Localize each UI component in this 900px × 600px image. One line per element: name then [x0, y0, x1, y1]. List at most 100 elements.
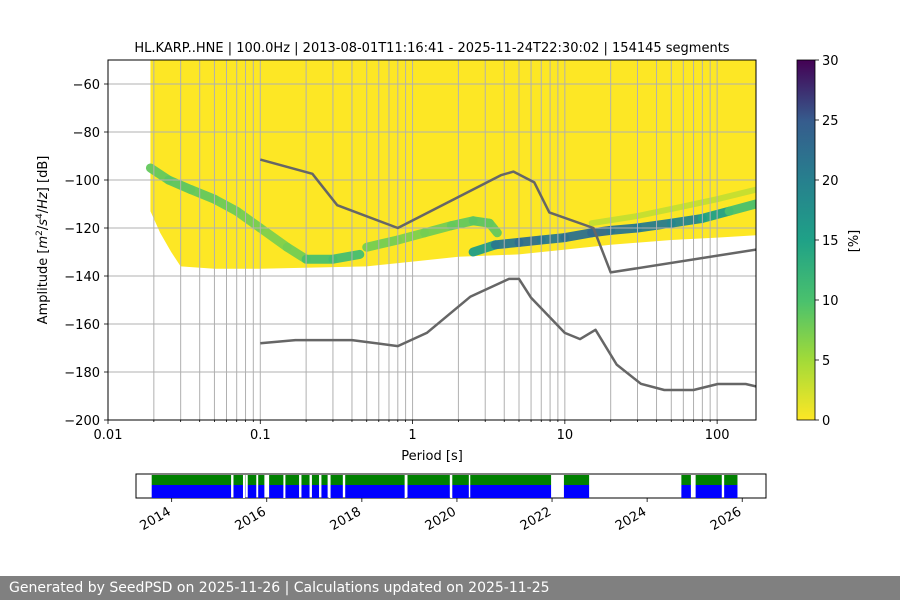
availability-bar-top: [247, 475, 257, 485]
data-availability-timeline: [151, 475, 738, 498]
colorbar-tick-label: 30: [822, 54, 839, 69]
availability-bar-top: [258, 475, 265, 485]
timeline-ticks: 2014 2016 2018 2020 2022 2024 2026: [138, 498, 744, 534]
noise-model-curves: [259, 158, 756, 392]
availability-bar-bottom: [695, 485, 722, 498]
y-tick-label: −80: [73, 126, 100, 141]
footer-text: Generated by SeedPSD on 2025-11-26 | Cal…: [9, 580, 550, 596]
availability-bar-bottom: [407, 485, 450, 498]
x-axis-ticks: 0.01 0.1 1 10 100: [94, 420, 730, 443]
availability-bar-top: [695, 475, 722, 485]
colorbar-tick-label: 20: [822, 174, 839, 189]
noise-ridge-segment: [588, 213, 641, 227]
y-tick-label: −120: [64, 222, 100, 237]
y-axis-label: Amplitude [m2/s4/Hz] [dB]: [35, 156, 51, 325]
colorbar-ticks: 0 5 10 15 20 25 30: [815, 54, 839, 429]
noise-ridge-segment: [633, 218, 676, 233]
availability-bar-bottom: [233, 485, 246, 498]
x-tick-label: 10: [557, 428, 574, 443]
y-tick-label: −200: [64, 414, 100, 429]
availability-bar-bottom: [247, 485, 257, 498]
y-tick-label: −140: [64, 270, 100, 285]
grid-lines: [108, 60, 756, 420]
noise-ridge-segment: [697, 206, 734, 223]
x-tick-label: 100: [705, 428, 730, 443]
noise-ridge-segment: [680, 196, 721, 210]
availability-bar-top: [724, 475, 738, 485]
noise-density-ridges: [145, 163, 756, 264]
availability-bar-top: [301, 475, 310, 485]
timeline-tick-label: 2020: [423, 504, 459, 534]
low-noise-model-line: [260, 277, 756, 392]
figure-canvas: HL.KARP..HNE | 100.0Hz | 2013-08-01T11:1…: [35, 41, 862, 534]
noise-ridge-segment: [255, 223, 292, 252]
availability-bar-top: [345, 475, 407, 485]
timeline-tick-label: 2014: [138, 504, 174, 534]
availability-bar-bottom: [724, 485, 738, 498]
availability-bar-top: [151, 475, 232, 485]
colorbar-label: [%]: [847, 230, 862, 253]
timeline-tick-label: 2022: [518, 504, 554, 534]
availability-bar-top: [470, 475, 552, 485]
timeline-tick-label: 2024: [613, 504, 649, 534]
availability-bar-bottom: [321, 485, 328, 498]
noise-ridge-segment: [393, 228, 430, 245]
timeline-tick-label: 2016: [233, 504, 269, 534]
availability-bar-bottom: [311, 485, 320, 498]
noise-ridge-segment: [666, 213, 707, 228]
noise-ridge-segment: [560, 228, 597, 243]
availability-gap: [283, 475, 286, 498]
availability-bar-top: [311, 475, 320, 485]
x-axis-label: Period [s]: [401, 449, 463, 464]
y-axis-ticks: −60 −80 −100 −120 −140 −160 −180 −200: [64, 78, 108, 429]
availability-gap: [242, 475, 245, 498]
noise-ridge-segment: [724, 199, 756, 216]
availability-gap: [404, 475, 407, 498]
noise-ridge-segment: [714, 186, 756, 203]
availability-bar-bottom: [258, 485, 265, 498]
noise-ridge-segment: [232, 206, 265, 233]
availability-bar-bottom: [301, 485, 310, 498]
availability-bar-bottom: [151, 485, 232, 498]
noise-ridge-segment: [420, 221, 456, 238]
noise-ridge-segment: [328, 249, 365, 264]
availability-bar-top: [407, 475, 450, 485]
y-tick-label: −180: [64, 366, 100, 381]
x-tick-label: 0.01: [94, 428, 123, 443]
colorbar-tick-label: 25: [822, 114, 839, 129]
availability-bar-top: [233, 475, 246, 485]
colorbar-tick-label: 0: [822, 414, 830, 429]
x-tick-label: 1: [408, 428, 416, 443]
availability-bar-top: [451, 475, 469, 485]
timeline-tick-label: 2018: [328, 504, 364, 534]
availability-gap: [450, 475, 453, 498]
plot-frame: [107, 59, 757, 421]
availability-bar-bottom: [681, 485, 691, 498]
availability-gap: [328, 475, 331, 498]
availability-bar-bottom: [345, 485, 407, 498]
y-tick-label: −160: [64, 318, 100, 333]
availability-bar-top: [329, 475, 343, 485]
plot-content: [108, 60, 756, 420]
noise-ridge-segment: [634, 203, 687, 219]
colorbar-tick-label: 5: [822, 354, 830, 369]
colorbar-tick-label: 10: [822, 294, 839, 309]
footer-bar: Generated by SeedPSD on 2025-11-26 | Cal…: [0, 576, 900, 600]
high-noise-model-line: [259, 158, 756, 274]
timeline-tick-label: 2026: [708, 504, 744, 534]
y-tick-label: −60: [73, 78, 100, 93]
availability-bar-top: [563, 475, 590, 485]
availability-bar-bottom: [451, 485, 469, 498]
x-tick-label: 0.1: [250, 428, 271, 443]
y-tick-label: −100: [64, 174, 100, 189]
availability-bar-bottom: [470, 485, 552, 498]
psd-coverage-area: [150, 60, 756, 269]
availability-bar-bottom: [563, 485, 590, 498]
noise-ridge-segment: [362, 235, 403, 252]
availability-bar-top: [681, 475, 691, 485]
colorbar-tick-label: 15: [822, 234, 839, 249]
availability-bar-top: [321, 475, 328, 485]
availability-bar-bottom: [329, 485, 343, 498]
chart-title: HL.KARP..HNE | 100.0Hz | 2013-08-01T11:1…: [134, 41, 729, 56]
